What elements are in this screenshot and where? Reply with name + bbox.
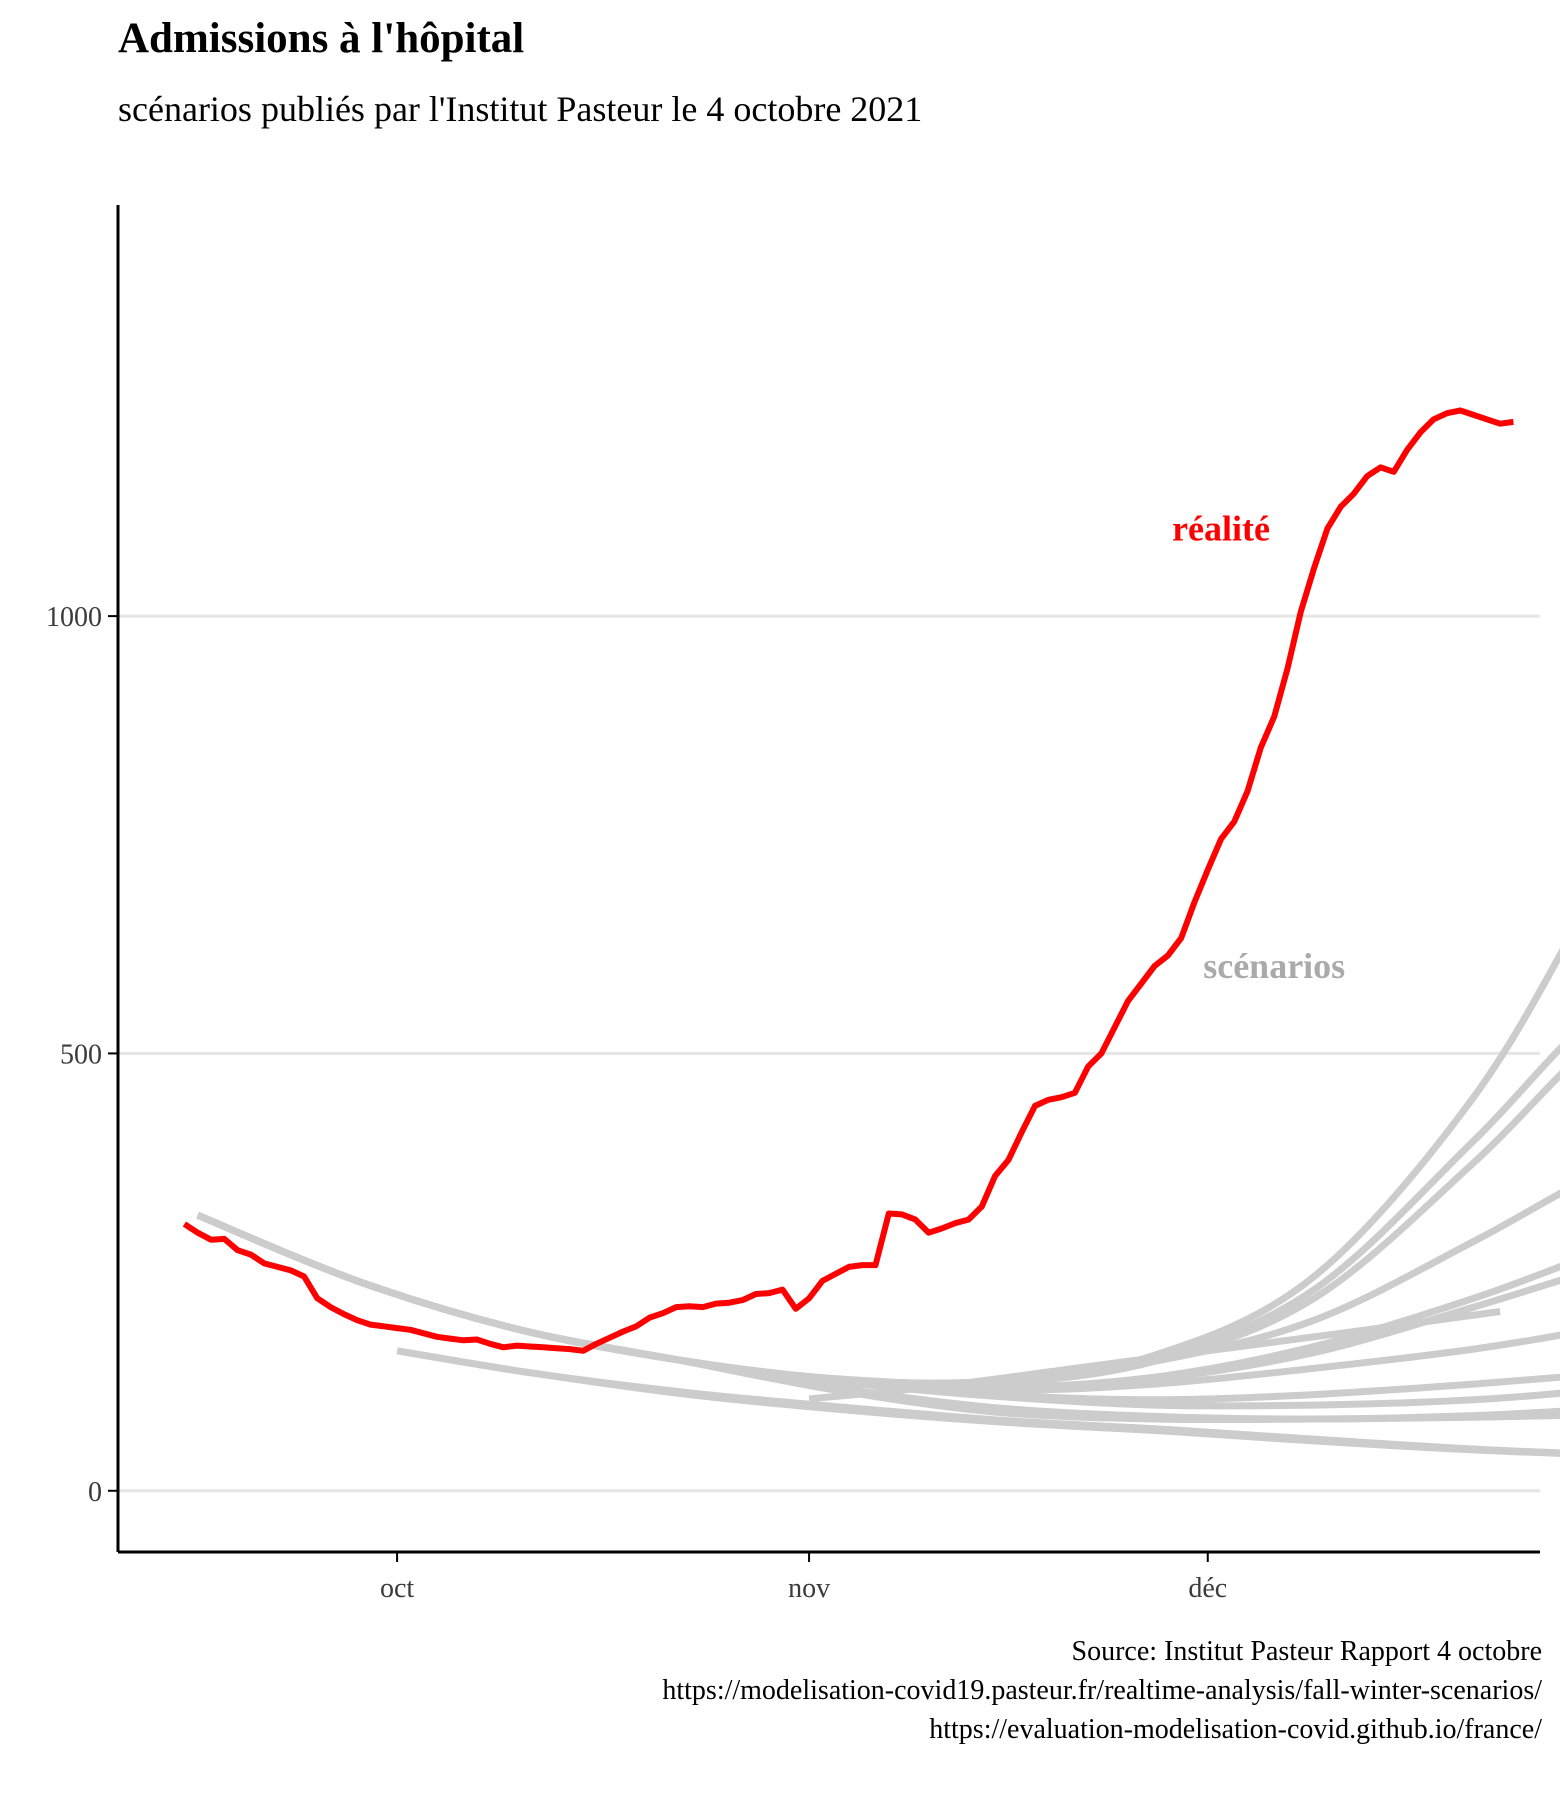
x-tick-label-nov: nov: [788, 1573, 830, 1604]
scenario-line-11: [196, 1212, 1560, 1424]
annotation-realite: réalité: [1172, 509, 1270, 549]
scenario-line-3: [196, 1070, 1560, 1389]
scenario-line-1: [196, 947, 1560, 1387]
chart-caption: Source: Institut Pasteur Rapport 4 octob…: [662, 1632, 1542, 1749]
chart-title: Admissions à l'hôpital: [118, 15, 525, 62]
y-tick-label-500: 500: [60, 1039, 102, 1070]
x-tick-label-déc: déc: [1188, 1573, 1227, 1604]
caption-link-evaluation: https://evaluation-modelisation-covid.gi…: [929, 1714, 1542, 1745]
x-tick-label-oct: oct: [380, 1573, 414, 1604]
caption-link-pasteur: https://modelisation-covid19.pasteur.fr/…: [662, 1675, 1542, 1706]
caption-source: Source: Institut Pasteur Rapport 4 octob…: [1071, 1636, 1542, 1667]
reality-series: [182, 407, 1514, 1354]
y-tick-label-0: 0: [88, 1477, 102, 1508]
annotations: réalité scénarios: [1172, 509, 1345, 986]
annotation-scenarios: scénarios: [1203, 946, 1345, 986]
axes: 0 500 1000 oct nov déc: [46, 205, 1540, 1604]
scenario-line-14: [808, 1308, 1501, 1403]
scenario-line-13: [396, 1347, 1560, 1457]
reality-line: [182, 407, 1514, 1354]
scenario-line-2: [196, 1043, 1560, 1388]
y-tick-label-1000: 1000: [46, 602, 102, 633]
chart-subtitle: scénarios publiés par l'Institut Pasteur…: [118, 89, 923, 129]
scenario-lines: [196, 947, 1560, 1457]
gridlines: [118, 614, 1540, 1493]
